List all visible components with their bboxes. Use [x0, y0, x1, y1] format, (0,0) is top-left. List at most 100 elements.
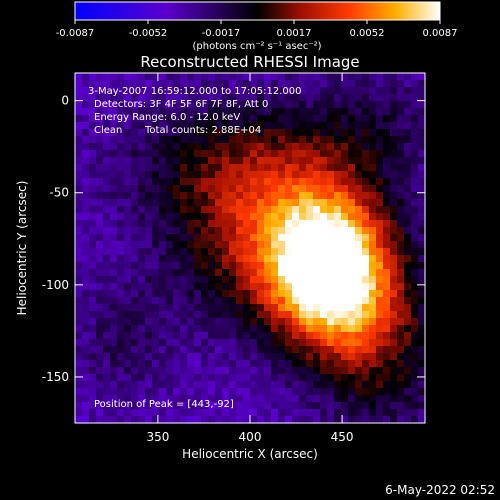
heatmap-cell — [320, 318, 328, 326]
heatmap-cell — [222, 402, 230, 410]
heatmap-cell — [362, 178, 370, 186]
heatmap-cell — [124, 199, 132, 207]
heatmap-cell — [215, 220, 223, 228]
heatmap-cell — [75, 409, 83, 417]
heatmap-cell — [103, 241, 111, 249]
heatmap-cell — [243, 150, 251, 158]
heatmap-cell — [75, 318, 83, 326]
heatmap-cell — [103, 227, 111, 235]
heatmap-cell — [236, 297, 244, 305]
heatmap-cell — [390, 185, 398, 193]
heatmap-cell — [306, 94, 314, 102]
heatmap-cell — [390, 262, 398, 270]
heatmap-cell — [215, 339, 223, 347]
heatmap-cell — [124, 129, 132, 137]
heatmap-cell — [299, 395, 307, 403]
heatmap-cell — [229, 339, 237, 347]
heatmap-cell — [159, 255, 167, 263]
heatmap-cell — [348, 227, 356, 235]
heatmap-cell — [404, 122, 412, 130]
heatmap-cell — [166, 374, 174, 382]
heatmap-cell — [173, 185, 181, 193]
heatmap-cell — [89, 360, 97, 368]
heatmap-cell — [250, 395, 258, 403]
heatmap-cell — [271, 276, 279, 284]
heatmap-cell — [124, 80, 132, 88]
heatmap-cell — [159, 206, 167, 214]
heatmap-cell — [299, 80, 307, 88]
heatmap-cell — [131, 136, 139, 144]
heatmap-cell — [145, 108, 153, 116]
heatmap-cell — [250, 206, 258, 214]
heatmap-cell — [348, 94, 356, 102]
heatmap-cell — [89, 395, 97, 403]
heatmap-cell — [229, 115, 237, 123]
heatmap-cell — [180, 171, 188, 179]
heatmap-cell — [103, 108, 111, 116]
heatmap-cell — [159, 297, 167, 305]
heatmap-cell — [194, 234, 202, 242]
heatmap-cell — [82, 353, 90, 361]
heatmap-cell — [215, 192, 223, 200]
heatmap-cell — [418, 213, 426, 221]
heatmap-cell — [250, 248, 258, 256]
heatmap-cell — [327, 73, 335, 81]
heatmap-cell — [369, 192, 377, 200]
heatmap-cell — [362, 304, 370, 312]
heatmap-cell — [187, 213, 195, 221]
heatmap-cell — [299, 150, 307, 158]
heatmap-cell — [173, 395, 181, 403]
heatmap-cell — [152, 367, 160, 375]
heatmap-cell — [96, 136, 104, 144]
heatmap-cell — [397, 367, 405, 375]
heatmap-cell — [313, 283, 321, 291]
heatmap-cell — [278, 339, 286, 347]
heatmap-cell — [334, 318, 342, 326]
heatmap-cell — [404, 143, 412, 151]
heatmap-cell — [320, 234, 328, 242]
heatmap-cell — [383, 283, 391, 291]
heatmap-cell — [208, 213, 216, 221]
heatmap-cell — [334, 248, 342, 256]
heatmap-cell — [404, 346, 412, 354]
heatmap-cell — [376, 157, 384, 165]
heatmap-cell — [257, 339, 265, 347]
heatmap-cell — [418, 234, 426, 242]
heatmap-cell — [362, 234, 370, 242]
heatmap-cell — [215, 157, 223, 165]
heatmap-cell — [292, 115, 300, 123]
heatmap-cell — [418, 94, 426, 102]
heatmap-cell — [257, 388, 265, 396]
heatmap-cell — [327, 115, 335, 123]
heatmap-cell — [222, 360, 230, 368]
heatmap-cell — [117, 220, 125, 228]
heatmap-cell — [418, 332, 426, 340]
heatmap-cell — [285, 339, 293, 347]
heatmap-cell — [306, 108, 314, 116]
heatmap-cell — [131, 87, 139, 95]
heatmap-cell — [278, 115, 286, 123]
heatmap-cell — [292, 94, 300, 102]
heatmap-cell — [166, 80, 174, 88]
heatmap-cell — [159, 339, 167, 347]
heatmap-cell — [271, 374, 279, 382]
heatmap-cell — [341, 178, 349, 186]
heatmap-cell — [278, 360, 286, 368]
heatmap-cell — [117, 80, 125, 88]
heatmap-cell — [313, 87, 321, 95]
heatmap-cell — [306, 262, 314, 270]
heatmap-cell — [201, 304, 209, 312]
heatmap-cell — [355, 262, 363, 270]
heatmap-cell — [166, 297, 174, 305]
heatmap-cell — [362, 150, 370, 158]
heatmap-cell — [313, 206, 321, 214]
heatmap-cell — [131, 122, 139, 130]
heatmap-cell — [131, 206, 139, 214]
heatmap-cell — [292, 332, 300, 340]
heatmap-cell — [89, 206, 97, 214]
heatmap-cell — [411, 374, 419, 382]
heatmap-cell — [271, 318, 279, 326]
heatmap-cell — [390, 157, 398, 165]
heatmap-cell — [383, 115, 391, 123]
annotation-method: Clean — [94, 125, 122, 136]
